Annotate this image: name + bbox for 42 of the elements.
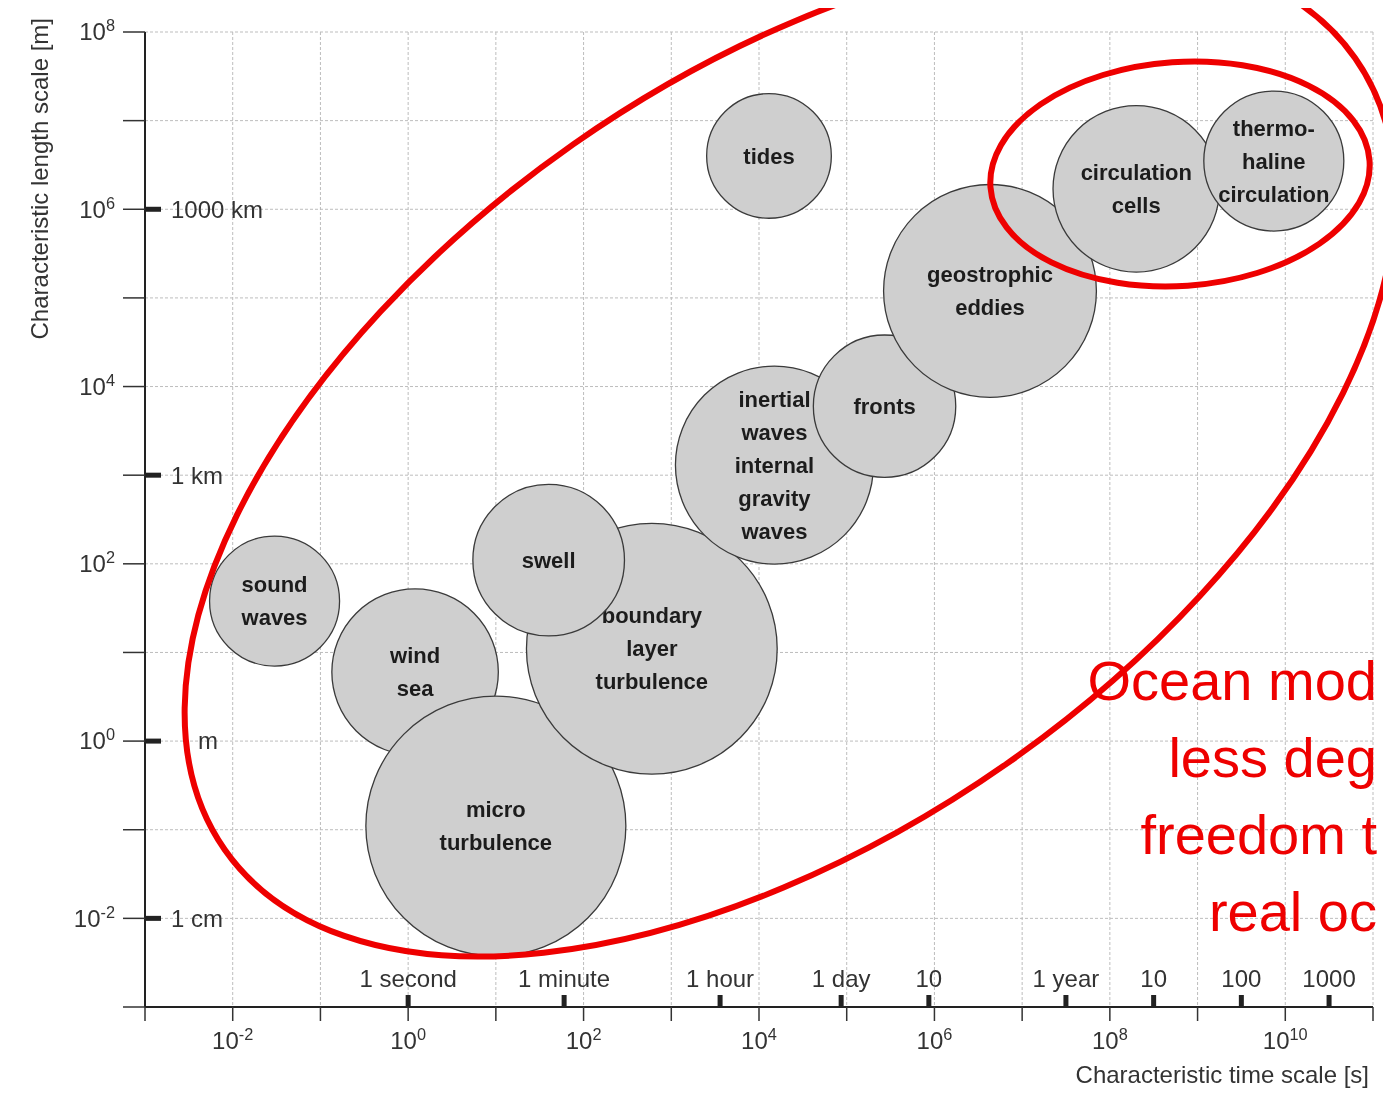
annotation: m — [198, 727, 218, 755]
x-tick-label: 10$^{10}$ — [1262, 1024, 1308, 1054]
x-tick-label: 10$^{-2}$ — [212, 1024, 254, 1054]
x-tick-label: 10$^{2}$ — [565, 1024, 602, 1054]
series-label: boundary layer turbulence — [595, 603, 709, 695]
annotation: less deg — [1168, 726, 1377, 789]
annotation: 1000 — [1302, 965, 1356, 992]
y-axis-title: Characteristic length scale [m] — [26, 18, 53, 340]
y-tick-label: 10$^{0}$ — [79, 725, 115, 755]
series-label: sound waves — [240, 572, 308, 631]
series-label: tides — [743, 143, 795, 169]
y-tick-label: 10$^{2}$ — [79, 548, 115, 578]
annotation: 10 — [915, 965, 943, 992]
x-tick-label: 10$^{0}$ — [390, 1024, 427, 1054]
series-label: geostrophic eddies — [927, 262, 1053, 321]
series-label: fronts — [853, 393, 916, 419]
series-label: thermo-haline circulation — [1218, 115, 1330, 207]
annotation: 1 km — [171, 461, 224, 489]
series-label: swell — [521, 547, 576, 573]
x-axis-title: Characteristic time scale [s] — [1075, 1061, 1369, 1088]
series-label: micro turbulence — [439, 797, 553, 856]
series-label: inertial waves internal gravity waves — [734, 386, 815, 544]
annotation: 1 year — [1032, 965, 1100, 992]
annotation: 1 hour — [686, 965, 755, 992]
annotation: 1 day — [811, 965, 871, 992]
annotation: 10 — [1140, 965, 1167, 992]
x-tick-label: 10$^{4}$ — [741, 1024, 777, 1054]
annotation: 1 second — [359, 965, 457, 992]
series-label: wind sea — [389, 643, 441, 702]
y-tick-label: 10$^{-2}$ — [73, 902, 115, 932]
annotation: 1 minute — [518, 965, 611, 992]
y-tick-label: 10$^{4}$ — [79, 370, 115, 400]
annotation: 1 cm — [171, 904, 224, 932]
annotation: 100 — [1221, 965, 1262, 992]
x-tick-label: 10$^{6}$ — [916, 1024, 953, 1054]
annotation: real oc — [1208, 880, 1377, 943]
y-tick-label: 10$^{6}$ — [79, 193, 115, 223]
series-label: circulation cells — [1080, 160, 1192, 219]
y-tick-label: 10$^{8}$ — [79, 16, 115, 46]
annotation: 1000 km — [171, 195, 264, 223]
annotation: freedom t — [1140, 803, 1378, 866]
x-tick-label: 10$^{8}$ — [1091, 1024, 1128, 1054]
